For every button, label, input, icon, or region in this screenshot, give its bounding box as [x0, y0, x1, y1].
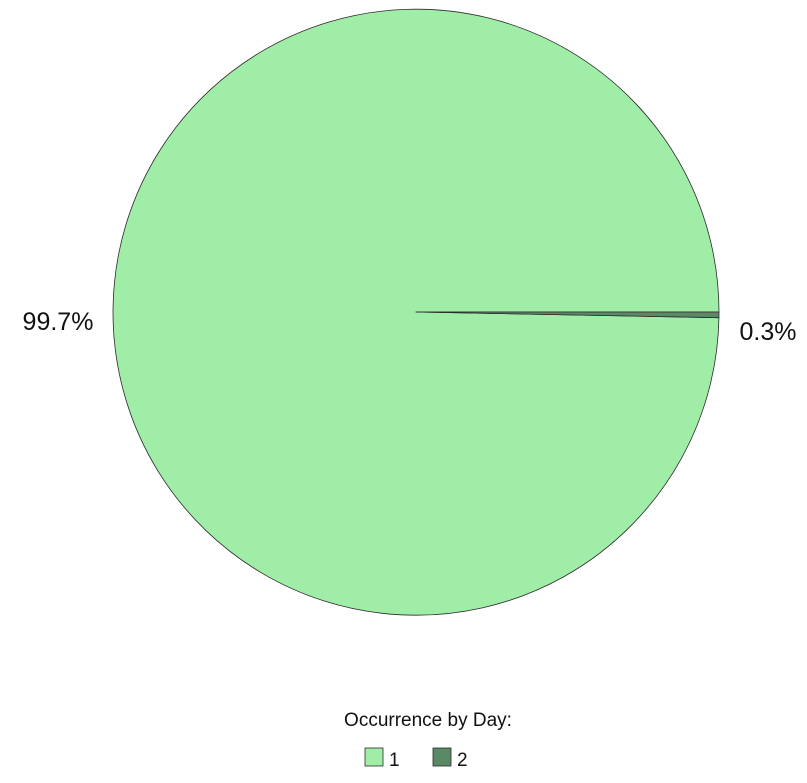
- legend-label-2: 2: [457, 750, 468, 771]
- legend-label-1: 1: [389, 750, 400, 771]
- slice-label-1: 99.7%: [23, 308, 94, 336]
- pie-slice-2: [415, 311, 720, 319]
- legend-swatch-1: [364, 747, 384, 767]
- legend-item-1: 1: [364, 747, 400, 771]
- legend-item-2: 2: [432, 747, 468, 771]
- legend-title: Occurrence by Day:: [344, 710, 512, 731]
- slice-labels: 99.7% 0.3%: [23, 308, 797, 346]
- slice-label-2: 0.3%: [740, 318, 797, 346]
- legend-swatch-2: [432, 747, 452, 767]
- pie-slices: [112, 8, 720, 616]
